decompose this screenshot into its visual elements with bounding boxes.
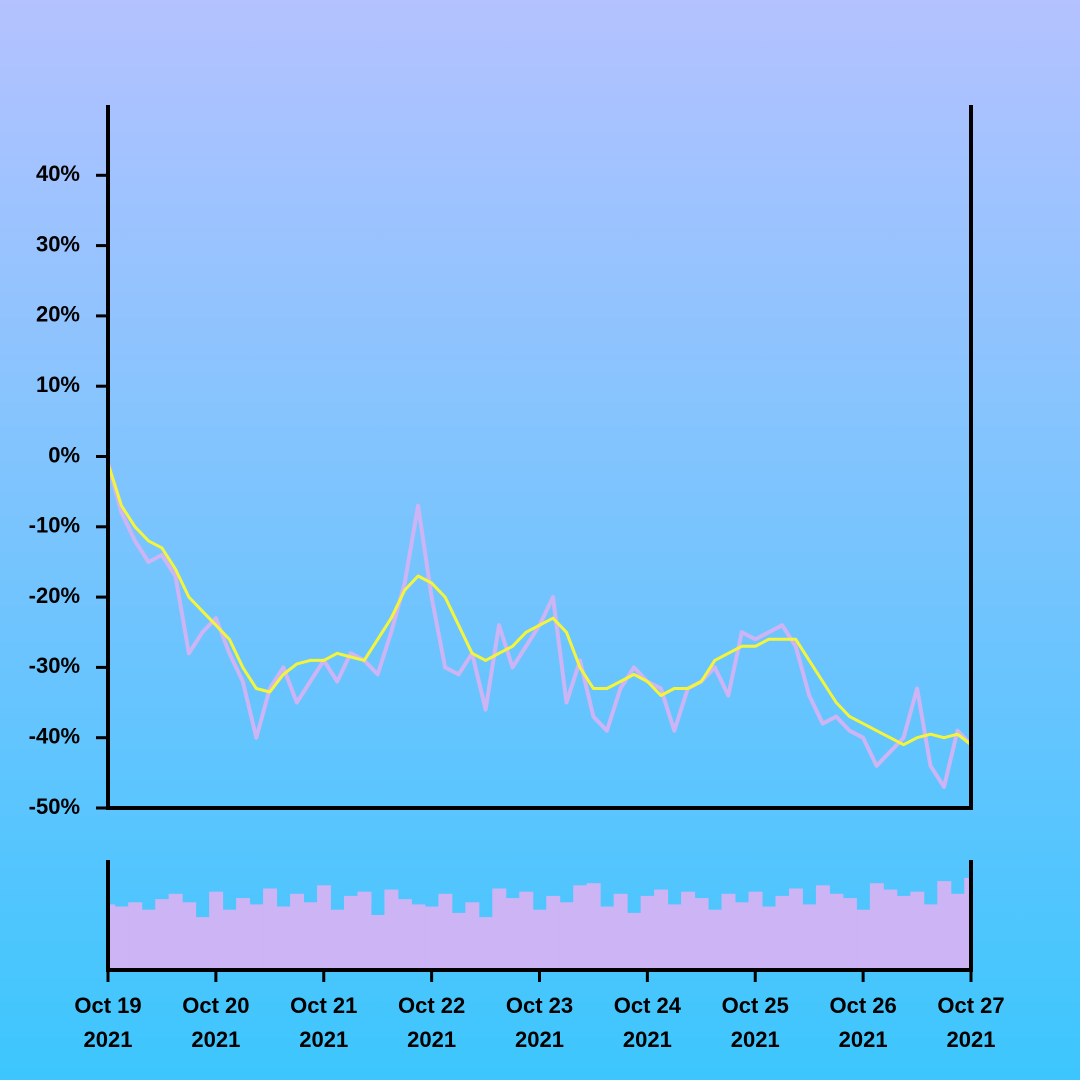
volume-bar — [694, 898, 709, 968]
volume-bar — [424, 906, 439, 968]
volume-bar — [775, 895, 790, 968]
volume-bar — [182, 902, 197, 968]
volume-bar — [222, 909, 237, 968]
x-tick-label: Oct 27 — [937, 993, 1004, 1018]
volume-bar — [155, 899, 170, 968]
x-tick-label: Oct 26 — [829, 993, 896, 1018]
volume-bar — [546, 895, 561, 968]
volume-bar — [532, 909, 547, 968]
x-tick-label: Oct 19 — [74, 993, 141, 1018]
volume-bar — [600, 906, 615, 968]
x-tick-label: Oct 24 — [614, 993, 682, 1018]
line-series — [106, 463, 972, 747]
y-tick-label: -50% — [29, 794, 80, 819]
x-tick-label: 2021 — [623, 1027, 672, 1052]
y-tick-label: 40% — [36, 161, 80, 186]
volume-bar — [613, 893, 628, 968]
x-tick-label: Oct 20 — [182, 993, 249, 1018]
volume-bar — [317, 885, 331, 968]
axes — [106, 105, 973, 972]
volume-bar — [108, 904, 116, 968]
volume-bar — [910, 891, 925, 968]
x-tick-label: Oct 21 — [290, 993, 357, 1018]
volume-bar — [451, 912, 466, 968]
y-tick-label: 20% — [36, 302, 80, 327]
volume-bar — [654, 889, 669, 968]
y-tick-label: -20% — [29, 583, 80, 608]
volume-bar — [330, 909, 345, 968]
volume-bar — [236, 898, 251, 968]
x-tick-label: Oct 25 — [722, 993, 789, 1018]
volume-bar — [195, 917, 210, 968]
volume-bar — [586, 883, 601, 968]
volume-bar — [114, 906, 129, 968]
volume-bar — [168, 893, 183, 968]
volume-bar — [357, 891, 372, 968]
volume-bar — [721, 893, 736, 968]
x-tick-label: Oct 22 — [398, 993, 465, 1018]
volume-bar — [748, 891, 763, 968]
volume-bar — [788, 888, 803, 968]
volume-bar — [411, 904, 426, 968]
volume-bar — [438, 893, 453, 968]
volume-bar — [802, 904, 817, 968]
volume-bar — [667, 904, 682, 968]
volume-bar — [397, 899, 412, 968]
y-tick-label: 10% — [36, 372, 80, 397]
volume-bar — [384, 889, 399, 968]
volume-bar — [735, 902, 750, 968]
volume-panel — [108, 877, 972, 968]
x-tick-label: 2021 — [515, 1027, 564, 1052]
x-tick-label: 2021 — [191, 1027, 240, 1052]
volume-bar — [923, 904, 938, 968]
volume-bar — [869, 883, 884, 968]
y-tick-label: 30% — [36, 231, 80, 256]
volume-bar — [370, 915, 385, 968]
volume-bar — [761, 906, 776, 968]
volume-bar — [573, 885, 588, 968]
volume-bar — [290, 893, 305, 968]
volume-bar — [815, 885, 830, 968]
volume-bar — [896, 895, 911, 968]
volume-bar — [505, 898, 520, 968]
price-panel — [106, 462, 973, 789]
volume-bar — [559, 902, 574, 968]
x-tick-label: Oct 23 — [506, 993, 573, 1018]
volume-bar — [263, 888, 278, 968]
volume-bar — [128, 902, 143, 968]
x-tick-label: 2021 — [839, 1027, 888, 1052]
x-tick-label: 2021 — [947, 1027, 996, 1052]
volume-bar — [829, 893, 844, 968]
volume-bar — [708, 909, 723, 968]
volume-bar — [856, 909, 871, 968]
volume-bar — [640, 895, 655, 968]
volume-bar — [249, 904, 264, 968]
volume-bar — [627, 912, 642, 968]
volume-bar — [465, 902, 480, 968]
volume-bar — [842, 898, 857, 968]
volume-bar — [883, 889, 898, 968]
y-tick-label: -40% — [29, 724, 80, 749]
y-tick-label: 0% — [48, 442, 80, 467]
volume-bar — [209, 891, 224, 968]
volume-bar — [343, 895, 358, 968]
y-tick-label: -10% — [29, 513, 80, 538]
y-tick-label: -30% — [29, 653, 80, 678]
volume-bar — [141, 909, 156, 968]
volume-bar — [303, 902, 318, 968]
volume-bar — [478, 917, 493, 968]
x-tick-label: 2021 — [731, 1027, 780, 1052]
volume-bar — [950, 893, 965, 968]
x-tick-label: 2021 — [299, 1027, 348, 1052]
x-tick-label: 2021 — [84, 1027, 133, 1052]
volume-bar — [964, 877, 972, 968]
volume-bar — [519, 891, 534, 968]
volume-bar — [492, 888, 507, 968]
volume-bar — [681, 891, 696, 968]
volume-bar — [276, 906, 291, 968]
volume-bar — [937, 881, 952, 968]
x-tick-label: 2021 — [407, 1027, 456, 1052]
